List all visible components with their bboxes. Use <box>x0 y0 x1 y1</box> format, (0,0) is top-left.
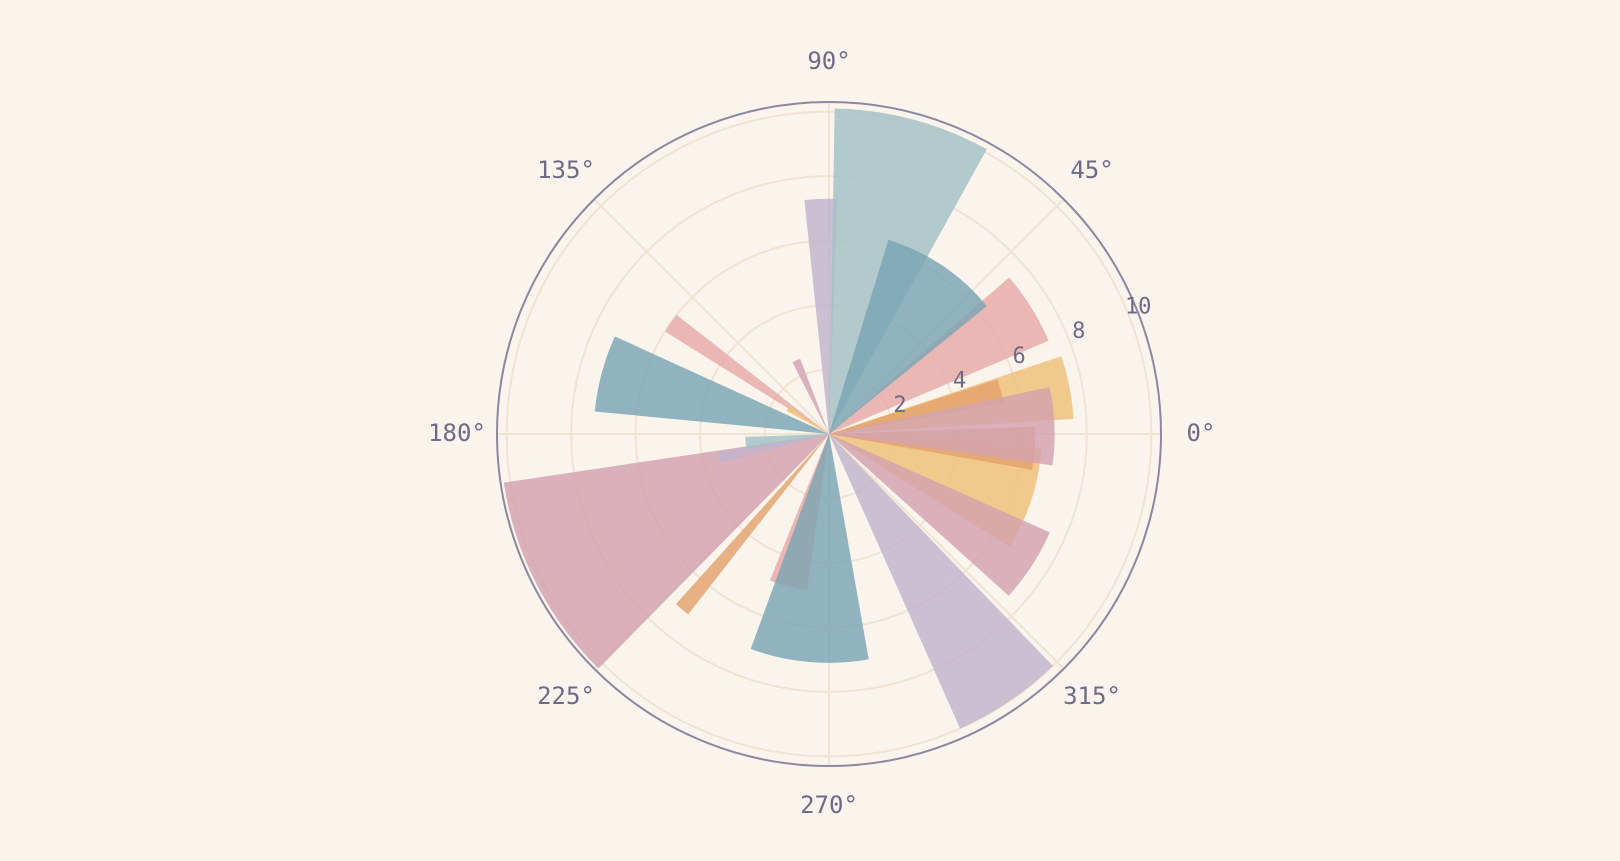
grid-spoke-315 <box>828 433 1065 670</box>
grid-spoke-135 <box>593 198 830 435</box>
angle-tick-label-270: 270° <box>800 791 858 819</box>
bar-s0-0 <box>829 277 1049 434</box>
angle-tick-label-0: 0° <box>1187 419 1216 447</box>
bar-s6-0 <box>829 239 987 434</box>
angle-tick-label-225: 225° <box>537 682 595 710</box>
bar-s4-1 <box>829 434 1053 729</box>
radial-tick-label-4: 4 <box>953 369 966 394</box>
radial-tick-label-6: 6 <box>1012 344 1025 369</box>
angular-tick-labels: 0° 45° 90° 135° 180° 225° 270° 315° <box>428 47 1215 819</box>
polar-frame <box>496 101 1162 767</box>
bar-s0-2 <box>769 434 829 591</box>
bar-s3-0 <box>829 387 1055 466</box>
angle-tick-label-45: 45° <box>1070 156 1113 184</box>
bar-s6-1 <box>594 336 829 434</box>
angle-tick-label-180: 180° <box>428 419 486 447</box>
bar-s2-0 <box>829 379 1004 434</box>
radial-tick-label-2: 2 <box>893 393 906 418</box>
bars <box>503 108 1074 729</box>
radial-tick-labels: 2 4 6 8 10 <box>893 295 1151 419</box>
angle-tick-label-315: 315° <box>1063 682 1121 710</box>
bar-s5-1 <box>745 434 829 449</box>
angle-tick-label-90: 90° <box>807 47 850 75</box>
angle-tick-label-135: 135° <box>537 156 595 184</box>
bar-s3-3 <box>792 358 829 434</box>
bar-s4-2 <box>717 434 829 464</box>
radial-tick-label-8: 8 <box>1072 319 1085 344</box>
bar-s3-1 <box>829 434 1050 596</box>
bar-s0-1 <box>664 314 829 434</box>
bar-s1-1 <box>786 405 829 434</box>
bar-s3-2 <box>503 434 829 669</box>
radial-tick-label-10: 10 <box>1125 295 1152 320</box>
bar-s6-2 <box>750 434 869 663</box>
bar-s4-0 <box>804 198 838 434</box>
bar-s2-2 <box>675 434 829 615</box>
